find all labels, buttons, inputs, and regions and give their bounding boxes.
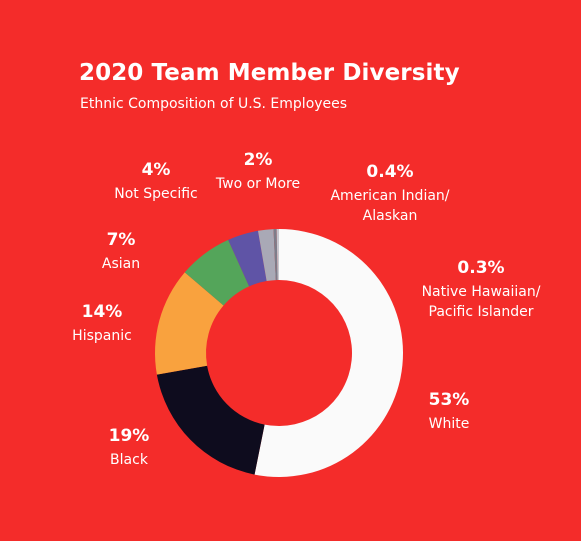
slice-percent: 4% xyxy=(141,160,171,180)
slice-percent: 53% xyxy=(428,390,470,410)
slice-white xyxy=(254,229,403,477)
slice-percent: 2% xyxy=(243,150,273,170)
slice-name-line: Hispanic xyxy=(72,328,132,344)
slice-name-line: Asian xyxy=(101,256,141,272)
slice-name: White xyxy=(429,414,470,434)
slice-name-line: White xyxy=(428,416,470,432)
slice-label: 7% Asian xyxy=(102,230,140,274)
slice-name-line: Alaskan xyxy=(362,208,418,224)
slice-name: Asian xyxy=(102,254,140,274)
slice-name: Black xyxy=(109,450,150,470)
slice-name: Not Specific xyxy=(114,184,197,204)
slice-native-hawaiian-pacific-islander xyxy=(276,229,279,281)
slice-percent: 0.3% xyxy=(457,258,505,278)
slice-label: 4% Not Specific xyxy=(114,160,197,204)
slice-name-line: Two or More xyxy=(215,176,301,192)
slice-name: Hispanic xyxy=(72,326,132,346)
slice-name-line: Pacific Islander xyxy=(428,304,534,320)
slice-hispanic xyxy=(155,272,224,375)
slice-name-line: Not Specific xyxy=(114,186,198,202)
slice-label: 0.4% American Indian/Alaskan xyxy=(330,162,449,226)
slice-asian xyxy=(184,239,250,306)
slice-name-line: Native Hawaiian/ xyxy=(421,284,541,300)
slice-black xyxy=(156,365,265,475)
slice-name: American Indian/Alaskan xyxy=(330,186,449,226)
slice-name-line: American Indian/ xyxy=(330,188,450,204)
slice-label: 0.3% Native Hawaiian/Pacific Islander xyxy=(422,258,541,322)
slice-percent: 19% xyxy=(108,426,150,446)
slice-name: Native Hawaiian/Pacific Islander xyxy=(422,282,541,322)
slice-name: Two or More xyxy=(216,174,300,194)
slice-label: 14% Hispanic xyxy=(72,302,132,346)
slice-not-specific xyxy=(228,230,267,287)
slice-percent: 7% xyxy=(106,230,136,250)
slice-percent: 14% xyxy=(81,302,123,322)
slice-label: 2% Two or More xyxy=(216,150,300,194)
chart-title: 2020 Team Member Diversity xyxy=(79,60,460,86)
slice-two-or-more xyxy=(258,229,276,282)
slice-label: 53% White xyxy=(429,390,470,434)
slice-label: 19% Black xyxy=(109,426,150,470)
slice-american-indian-alaskan xyxy=(273,229,278,281)
chart-subtitle: Ethnic Composition of U.S. Employees xyxy=(80,96,348,112)
slice-percent: 0.4% xyxy=(366,162,414,182)
slice-name-line: Black xyxy=(110,452,148,468)
